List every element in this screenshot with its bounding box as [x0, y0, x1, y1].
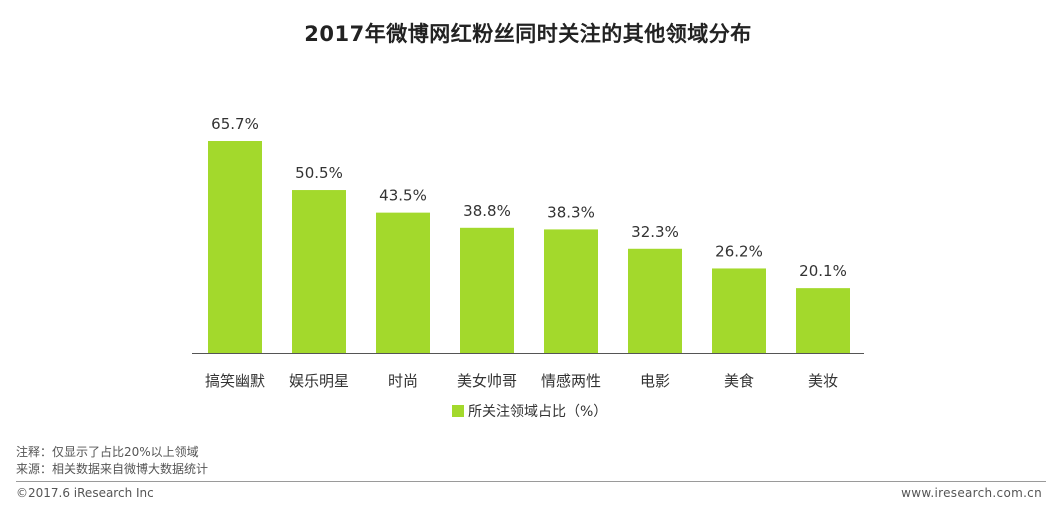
category-label: 美食	[724, 372, 754, 390]
bar	[544, 229, 598, 353]
legend-swatch	[452, 405, 464, 417]
bar	[376, 212, 430, 353]
data-label: 50.5%	[295, 164, 343, 182]
copyright-text: ©2017.6 iResearch Inc	[16, 486, 154, 500]
source-text: 来源：相关数据来自微博大数据统计	[16, 462, 209, 476]
data-label: 26.2%	[715, 242, 763, 260]
bar	[796, 288, 850, 353]
category-label: 美女帅哥	[457, 372, 517, 390]
bar	[628, 248, 682, 353]
bar-chart: 65.7% 搞笑幽默 50.5% 娱乐明星 43.5% 时尚 38.8% 美女帅哥 38.3% 情…	[192, 115, 864, 420]
data-label: 65.7%	[211, 115, 259, 133]
bar	[712, 268, 766, 353]
data-label: 38.8%	[463, 202, 511, 220]
category-label: 娱乐明星	[289, 372, 349, 390]
data-label: 43.5%	[379, 187, 427, 205]
bar	[208, 141, 262, 353]
footer-divider	[16, 481, 1046, 482]
category-label: 电影	[640, 372, 670, 390]
category-label: 美妆	[808, 372, 838, 390]
chart-title: 2017年微博网红粉丝同时关注的其他领域分布	[304, 22, 752, 46]
note-text: 注释：仅显示了占比20%以上领域	[16, 445, 199, 459]
data-label: 38.3%	[547, 203, 595, 221]
data-label: 20.1%	[799, 262, 847, 280]
bar	[460, 227, 514, 353]
site-url: www.iresearch.com.cn	[901, 486, 1042, 500]
category-label: 搞笑幽默	[205, 372, 265, 390]
notes-block: 注释：仅显示了占比20%以上领域 来源：相关数据来自微博大数据统计	[16, 444, 208, 478]
category-label: 情感两性	[541, 372, 601, 390]
data-label: 32.3%	[631, 223, 679, 241]
bar	[292, 190, 346, 353]
legend-label: 所关注领域占比（%）	[468, 404, 607, 420]
category-label: 时尚	[388, 372, 418, 390]
